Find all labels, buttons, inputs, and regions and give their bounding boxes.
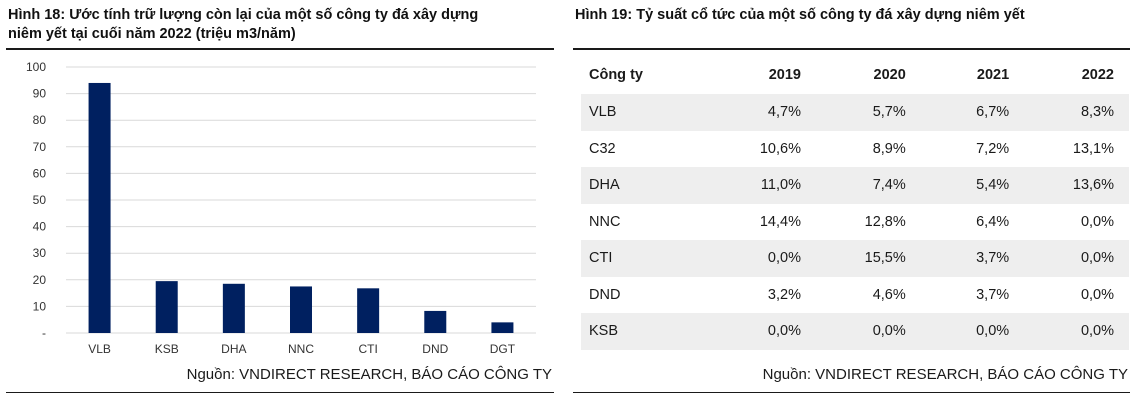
x-tick-label: DHA bbox=[221, 342, 246, 356]
table-row: CTI 0,0% 15,5% 3,7% 0,0% bbox=[581, 240, 1129, 277]
y-tick-label: - bbox=[42, 326, 46, 340]
header-2022: 2022 bbox=[1081, 67, 1114, 83]
y-tick-label: 50 bbox=[33, 193, 47, 207]
company-name: DND bbox=[589, 286, 621, 303]
reserves-bar-chart: - 10 20 30 40 50 60 70 80 90 100 VLB KSB DHA NNC CTI DND… bbox=[26, 60, 536, 356]
header-2021: 2021 bbox=[976, 67, 1010, 83]
yield-2020: 7,4% bbox=[815, 167, 921, 204]
figure-18-top-rule bbox=[6, 48, 554, 50]
x-tick-label: DGT bbox=[490, 342, 516, 356]
yield-2019: 0,0% bbox=[711, 313, 816, 350]
yield-2020: 8,9% bbox=[872, 140, 906, 157]
header-2020: 2020 bbox=[873, 67, 906, 83]
y-tick-label: 40 bbox=[33, 220, 47, 234]
bar-nnc bbox=[290, 286, 312, 333]
figure-19-source: Nguồn: VNDIRECT RESEARCH, BÁO CÁO CÔNG T… bbox=[762, 366, 1128, 383]
y-tick-label: 100 bbox=[26, 60, 46, 74]
company-name: NNC bbox=[589, 213, 621, 230]
yield-2022: 13,6% bbox=[1024, 167, 1129, 204]
company-name: VLB bbox=[581, 94, 712, 131]
company-name: C32 bbox=[589, 140, 616, 157]
dividend-yield-table: Công ty 2019 2020 2021 2022 VLB 4,7% 5,7… bbox=[581, 56, 1129, 350]
x-tick-label: CTI bbox=[358, 342, 377, 356]
yield-2020: 0,0% bbox=[815, 313, 921, 350]
yield-2022: 0,0% bbox=[1024, 240, 1129, 277]
yield-2019: 10,6% bbox=[759, 140, 801, 157]
figure-19-bottom-rule bbox=[573, 392, 1130, 393]
bar-vlb bbox=[88, 82, 111, 334]
table-row: NNC 14,4% 12,8% 6,4% 0,0% bbox=[581, 204, 1129, 241]
yield-2019: 4,7% bbox=[711, 94, 816, 131]
header-2019: 2019 bbox=[768, 67, 801, 83]
bar-dgt bbox=[491, 322, 514, 333]
yield-2022: 0,0% bbox=[1080, 286, 1114, 303]
header-company: Công ty bbox=[589, 67, 643, 83]
table-row: DHA 11,0% 7,4% 5,4% 13,6% bbox=[581, 167, 1129, 204]
yield-2022: 0,0% bbox=[1024, 313, 1129, 350]
table-row: DND 3,2% 4,6% 3,7% 0,0% bbox=[581, 277, 1129, 314]
yield-2019: 3,2% bbox=[767, 286, 801, 303]
yield-2021: 6,7% bbox=[920, 94, 1025, 131]
x-tick-label: DND bbox=[422, 342, 448, 356]
table-row: C32 10,6% 8,9% 7,2% 13,1% bbox=[581, 131, 1129, 168]
figure-19-panel: Hình 19: Tỷ suất cổ tức của một số công … bbox=[573, 0, 1130, 403]
yield-2022: 8,3% bbox=[1024, 94, 1129, 131]
y-tick-label: 80 bbox=[33, 113, 47, 127]
yield-2021: 0,0% bbox=[920, 313, 1025, 350]
yield-2022: 0,0% bbox=[1080, 213, 1114, 230]
x-tick-label: NNC bbox=[288, 342, 314, 356]
figure-18-panel: Hình 18: Ước tính trữ lượng còn lại của … bbox=[6, 0, 554, 403]
table-row: VLB 4,7% 5,7% 6,7% 8,3% bbox=[581, 94, 1129, 131]
bar-dnd bbox=[424, 310, 447, 333]
y-tick-label: 90 bbox=[33, 87, 47, 101]
yield-2021: 7,2% bbox=[976, 140, 1010, 157]
figure-18-title-line2: niêm yết tại cuối năm 2022 (triệu m3/năm… bbox=[8, 26, 296, 42]
yield-2020: 5,7% bbox=[815, 94, 921, 131]
figure-18-source: Nguồn: VNDIRECT RESEARCH, BÁO CÁO CÔNG T… bbox=[186, 366, 552, 383]
y-tick-label: 20 bbox=[33, 273, 47, 287]
yield-2020: 15,5% bbox=[815, 240, 921, 277]
yield-2021: 5,4% bbox=[920, 167, 1025, 204]
x-tick-label: KSB bbox=[155, 342, 179, 356]
bar-cti bbox=[357, 288, 380, 333]
yield-2019: 11,0% bbox=[711, 167, 816, 204]
yield-2021: 3,7% bbox=[920, 240, 1025, 277]
x-tick-label: VLB bbox=[88, 342, 111, 356]
figure-18-title-line1: Hình 18: Ước tính trữ lượng còn lại của … bbox=[8, 7, 479, 23]
table-row: KSB 0,0% 0,0% 0,0% 0,0% bbox=[581, 313, 1129, 350]
company-name: DHA bbox=[581, 167, 712, 204]
yield-2022: 13,1% bbox=[1072, 140, 1114, 157]
yield-2021: 3,7% bbox=[976, 286, 1010, 303]
bar-dha bbox=[222, 283, 245, 333]
yield-2019: 0,0% bbox=[711, 240, 816, 277]
yield-2019: 14,4% bbox=[759, 213, 801, 230]
bar-ksb bbox=[155, 281, 178, 333]
y-tick-label: 10 bbox=[33, 299, 47, 313]
y-tick-label: 30 bbox=[33, 246, 47, 260]
figure-19-top-rule bbox=[573, 48, 1130, 50]
yield-2020: 4,6% bbox=[872, 286, 906, 303]
y-tick-label: 60 bbox=[33, 166, 47, 180]
figure-18-bottom-rule bbox=[6, 392, 554, 393]
company-name: KSB bbox=[581, 313, 712, 350]
table-header-row: Công ty 2019 2020 2021 2022 bbox=[581, 56, 1129, 94]
yield-2020: 12,8% bbox=[864, 213, 906, 230]
company-name: CTI bbox=[581, 240, 712, 277]
yield-2021: 6,4% bbox=[976, 213, 1010, 230]
figure-19-title: Hình 19: Tỷ suất cổ tức của một số công … bbox=[575, 7, 1025, 23]
y-tick-label: 70 bbox=[33, 140, 47, 154]
figure-18-title: Hình 18: Ước tính trữ lượng còn lại của … bbox=[6, 0, 554, 44]
